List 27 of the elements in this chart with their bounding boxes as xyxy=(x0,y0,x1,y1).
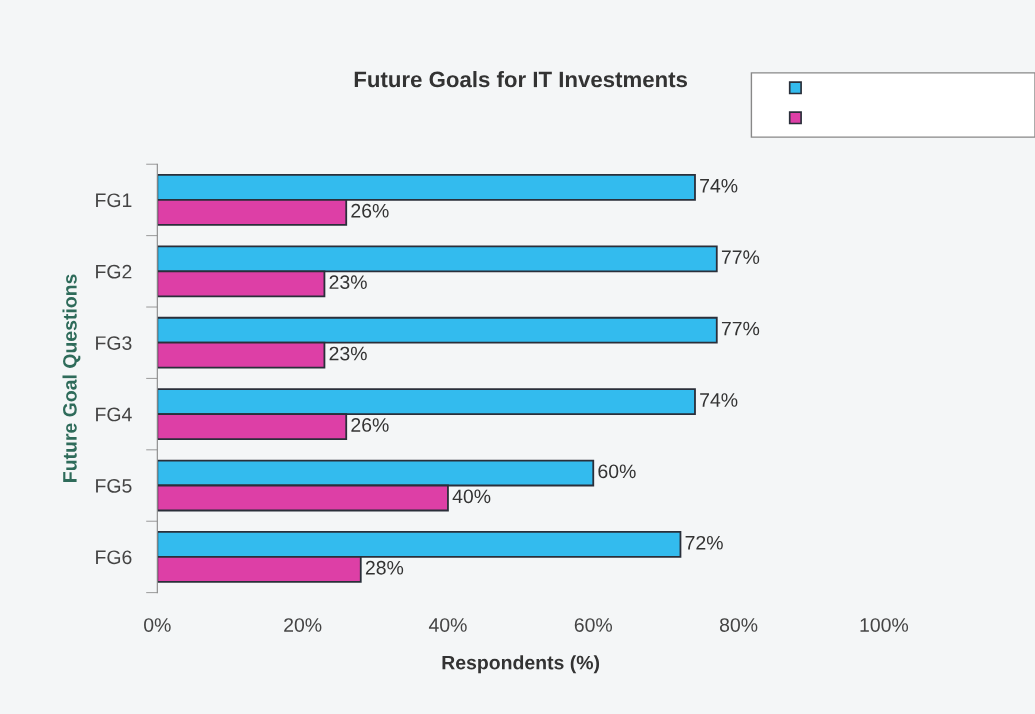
x-tick-label: 20% xyxy=(284,618,322,632)
x-axis-title: Respondents (%) xyxy=(442,655,600,674)
data-label: 23% xyxy=(329,275,367,290)
data-label: 28% xyxy=(365,560,404,575)
data-label: 77% xyxy=(721,250,760,264)
data-label: 72% xyxy=(685,535,723,550)
data-label: 40% xyxy=(452,489,491,504)
data-label: 26% xyxy=(351,418,389,432)
data-label: 74% xyxy=(700,178,738,193)
y-tick-label: FG6 xyxy=(96,550,132,565)
x-tick-label: 80% xyxy=(719,618,758,632)
y-tick-label: FG3 xyxy=(96,336,132,350)
y-tick-label: FG2 xyxy=(96,264,132,279)
data-label: 23% xyxy=(329,346,367,361)
y-tick-label: FG5 xyxy=(96,478,132,493)
data-label: 74% xyxy=(700,393,738,407)
x-tick-label: 60% xyxy=(574,618,613,632)
data-label: 77% xyxy=(721,321,760,336)
x-tick-label: 0% xyxy=(144,618,171,632)
data-label: 26% xyxy=(351,203,389,218)
chart-title: Future Goals for IT Investments xyxy=(354,71,688,88)
data-label: 60% xyxy=(598,464,636,479)
x-tick-label: 40% xyxy=(428,618,467,632)
y-tick-label: FG1 xyxy=(96,193,132,208)
y-axis-title: Future Goal Questions xyxy=(62,274,81,482)
x-tick-label: 100% xyxy=(860,618,909,632)
y-tick-label: FG4 xyxy=(96,407,132,422)
